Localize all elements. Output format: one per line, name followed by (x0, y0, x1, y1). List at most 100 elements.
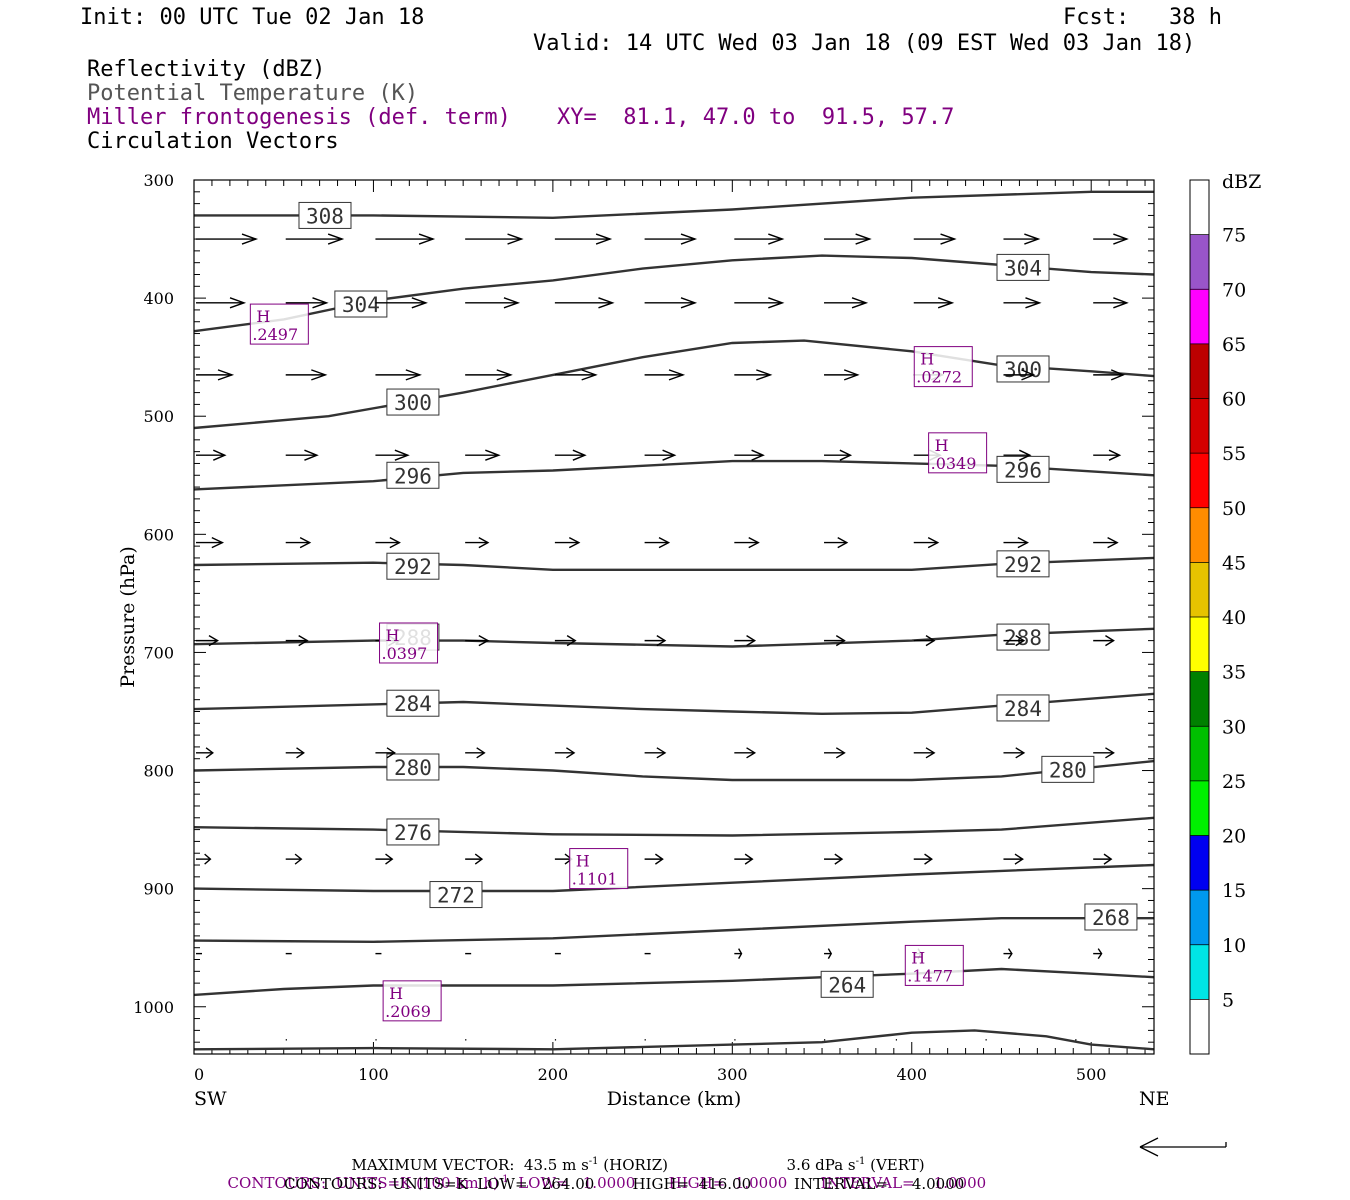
vector-head (1110, 369, 1126, 381)
colorbar-segment (1190, 780, 1209, 836)
colorbar-label: 65 (1222, 334, 1246, 356)
vector-head (680, 233, 698, 245)
vector-head (1105, 635, 1115, 647)
vector-head (738, 948, 743, 959)
colorbar-segment (1190, 944, 1209, 1000)
theta-label-box (386, 753, 440, 781)
fronto-high-value: .1477 (907, 966, 953, 985)
vector-head (496, 369, 513, 381)
theta-label-box (386, 689, 440, 717)
field-vectors: Circulation Vectors (87, 129, 339, 154)
theta-contour-line (193, 863, 1155, 893)
fronto-high-label: H (256, 307, 270, 326)
fronto-high-box (382, 980, 442, 1022)
vector-head (1014, 853, 1024, 865)
theta-label-box (1084, 903, 1138, 931)
vector-head (478, 536, 490, 549)
vector-head (485, 449, 501, 461)
vector-head (312, 297, 329, 309)
colorbar-label: 70 (1222, 279, 1246, 301)
x-end-label-left: SW (194, 1088, 227, 1110)
vector-head (581, 369, 598, 381)
vector-head (385, 853, 394, 865)
vector-head (768, 297, 785, 309)
vector-head (746, 747, 757, 759)
fronto-high-box (904, 944, 964, 986)
vector-head (299, 536, 312, 549)
vector-head (205, 747, 214, 759)
vector-head (744, 853, 754, 865)
theta-label: 304 (1004, 256, 1042, 280)
x-end-label-right: NE (1139, 1088, 1170, 1110)
vector-head (229, 297, 247, 309)
theta-label: 280 (394, 756, 432, 780)
fronto-high-label: H (576, 852, 590, 871)
theta-label-box (386, 818, 440, 846)
fronto-high-label: H (389, 984, 403, 1003)
colorbar-segment (1190, 234, 1209, 290)
field-frontogenesis: Miller frontogenesis (def. term) (87, 105, 511, 130)
vector-head (751, 449, 765, 461)
vector-head (835, 747, 846, 759)
frontogenesis-maxima: H.2497H.0272H.0349H.0397H.1101H.1477H.20… (249, 303, 988, 1022)
init-time: Init: 00 UTC Tue 02 Jan 18 (80, 5, 425, 30)
colorbar-segment (1190, 671, 1209, 727)
vector-head (311, 369, 328, 381)
max-vector-horiz: MAXIMUM VECTOR: 43.5 m s (351, 1156, 589, 1174)
vector-head (1113, 297, 1129, 309)
field-theta: Potential Temperature (K) (87, 81, 419, 106)
vector-head (1025, 297, 1042, 309)
colorbar-segment (1190, 343, 1209, 399)
x-tick-label: 0 (194, 1065, 204, 1084)
contour-info-fronto-exp: -1 (498, 1174, 509, 1185)
vector-head (1019, 449, 1032, 461)
theta-label-box (996, 550, 1050, 578)
max-vector-horiz-exp: -1 (588, 1156, 599, 1167)
y-tick-label: 700 (143, 643, 174, 662)
vector-head (756, 369, 773, 381)
x-tick-label: 400 (896, 1065, 927, 1084)
vector-head (598, 297, 615, 309)
colorbar-label: 40 (1222, 607, 1246, 629)
contour-info-fronto: CONTOURS: UNITS=K (100 km h)-1 LOW= 1.00… (218, 1156, 987, 1192)
fronto-high-box (249, 303, 309, 345)
colorbar-segment (1190, 507, 1209, 563)
theta-label: 296 (1004, 458, 1042, 482)
vector-head (1015, 747, 1026, 759)
vector-head (411, 297, 428, 309)
vector-head (572, 449, 587, 461)
x-tick-label: 300 (717, 1065, 748, 1084)
theta-contour-line (193, 759, 1155, 782)
fronto-high-label: H (386, 626, 400, 645)
fronto-high-value: .0272 (916, 368, 962, 387)
max-vector-vert-unit: (VERT) (865, 1156, 925, 1174)
vector-head (566, 635, 577, 647)
colorbar-segment (1190, 726, 1209, 781)
vector-head (217, 369, 235, 381)
fronto-high-box (913, 346, 973, 388)
theta-label-box (386, 461, 440, 489)
theta-label-box (996, 355, 1050, 383)
vector-head (1024, 233, 1041, 245)
y-tick-label: 1000 (133, 998, 174, 1017)
max-vector-horiz-unit: (HORIZ) (598, 1156, 669, 1174)
colorbar-segment (1190, 999, 1209, 1054)
vector-head (656, 635, 667, 647)
colorbar-label: 30 (1222, 716, 1246, 738)
vector-head (1113, 233, 1129, 245)
vector-head (476, 747, 486, 759)
theta-label: 292 (394, 555, 432, 579)
vector-head (298, 635, 309, 647)
fronto-high-box (379, 622, 439, 664)
vector-head (1108, 449, 1122, 461)
theta-label: 296 (394, 464, 432, 488)
vector-head (662, 449, 677, 461)
vector-head (204, 853, 212, 865)
reference-vector-arrow (1139, 1137, 1227, 1157)
y-axis-title: Pressure (hPa) (117, 546, 139, 688)
x-axis-title: Distance (km) (607, 1088, 742, 1110)
contour-info-theta: CONTOURS: UNITS=K LOW= 264.00 HIGH= 416.… (284, 1175, 965, 1193)
fronto-high-box (928, 432, 988, 474)
vector-head (211, 536, 225, 549)
colorbar-segment (1190, 453, 1209, 508)
